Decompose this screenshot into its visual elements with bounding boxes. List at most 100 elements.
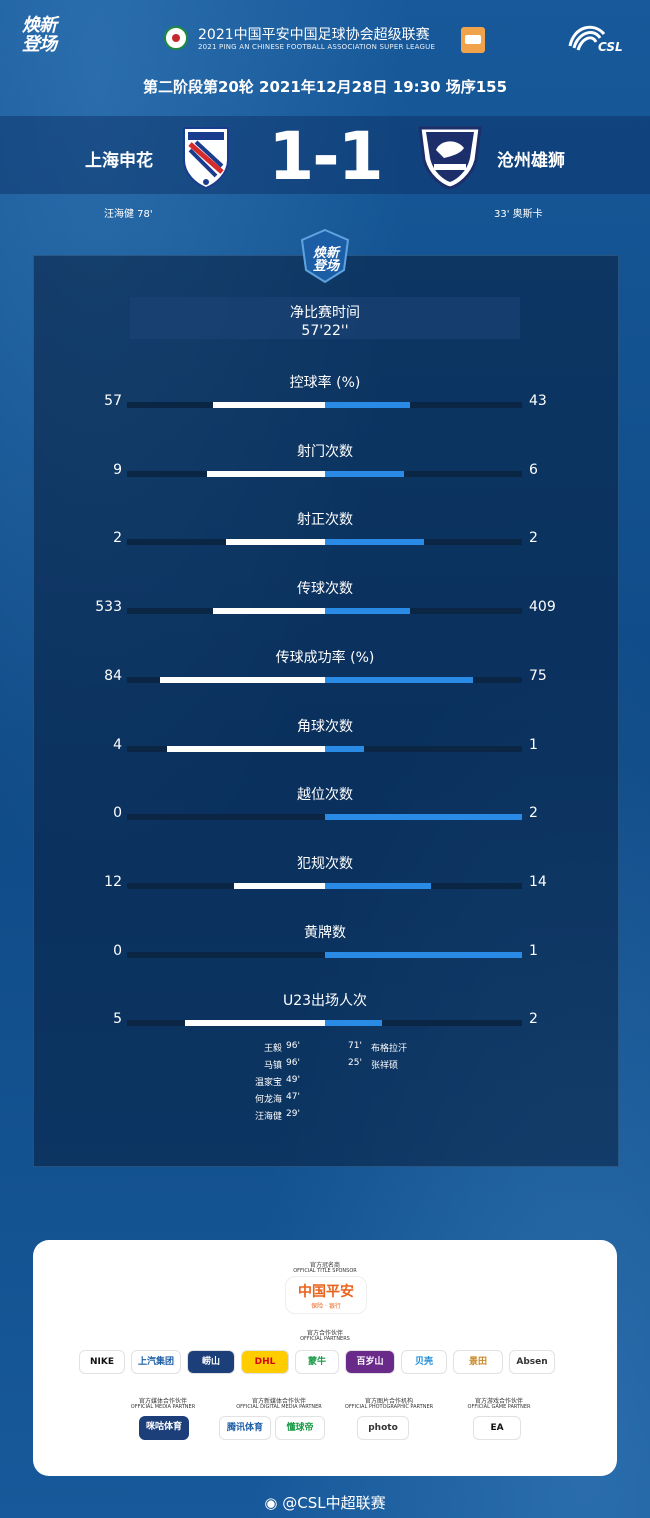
stat-away-value: 6 (529, 462, 538, 478)
partners-label-en: OFFICIAL PARTNERS (300, 1336, 350, 1342)
csl-logo-text: CSL (598, 40, 623, 54)
stat-away-value: 1 (529, 737, 538, 753)
stat-bar-away (325, 746, 364, 752)
u23-away-minutes: 25' (348, 1058, 362, 1068)
stat-bar-away (325, 883, 431, 889)
photo-label: 官方图片合作机构 (364, 1398, 413, 1405)
u23-home-minutes: 96' (286, 1041, 300, 1051)
stat-label: 越位次数 (297, 787, 353, 803)
stat-home-value: 9 (113, 462, 122, 478)
stat-bar-track (127, 952, 522, 958)
cangzhou-lions-crest-icon (418, 126, 482, 190)
u23-home-minutes: 47' (286, 1092, 300, 1102)
stat-label: 传球成功率 (%) (275, 650, 375, 666)
partner-logo: 百岁山 (345, 1350, 395, 1374)
stat-home-value: 2 (113, 530, 122, 546)
stat-away-value: 1 (529, 943, 538, 959)
stat-away-value: 2 (529, 1011, 538, 1027)
stat-label: 黄牌数 (304, 925, 346, 941)
title-sponsor-sub: 保险 · 银行 (311, 1303, 341, 1310)
new-media-label: 官方新媒体合作伙伴 (251, 1398, 306, 1405)
weibo-icon: ◉ (264, 1494, 283, 1512)
title-sponsor-name: 中国平安 (298, 1284, 354, 1300)
shield-text: 焕新登场 (312, 246, 339, 274)
net-time-label: 净比赛时间 (290, 305, 360, 321)
stat-bar-home (234, 883, 325, 889)
title-sponsor-label-en: OFFICIAL TITLE SPONSOR (293, 1268, 357, 1274)
partner-logo: 上汽集团 (131, 1350, 181, 1374)
stat-bar-home (213, 402, 325, 408)
stat-label: 控球率 (%) (289, 375, 361, 391)
stat-label: U23出场人次 (282, 993, 368, 1009)
net-time-box: 净比赛时间 57'22'' (130, 297, 520, 339)
photo-partner-logo: photo (357, 1416, 409, 1440)
u23-home-minutes: 96' (286, 1058, 300, 1068)
photo-label-en: OFFICIAL PHOTOGRAPHIC PARTNER (344, 1404, 434, 1410)
stat-away-value: 2 (529, 805, 538, 821)
ping-an-badge-icon (461, 27, 485, 53)
partner-logo: 贝壳 (401, 1350, 447, 1374)
stat-bar-track (127, 883, 522, 889)
title-sponsor-logo: 中国平安 保险 · 银行 (285, 1276, 367, 1314)
stat-bar-away (325, 677, 473, 683)
stat-bar-track (127, 677, 522, 683)
stat-bar-home (226, 539, 325, 545)
stat-home-value: 5 (113, 1011, 122, 1027)
stat-bar-home (167, 746, 325, 752)
stat-label: 传球次数 (297, 581, 353, 597)
u23-away-player: 布格拉汗 (371, 1044, 408, 1054)
stat-bar-away (325, 471, 404, 477)
away-team-name: 沧州雄狮 (497, 151, 565, 171)
league-title-en: 2021 PING AN CHINESE FOOTBALL ASSOCIATIO… (198, 43, 436, 51)
u23-home-minutes: 49' (286, 1075, 300, 1085)
game-label-en: OFFICIAL GAME PARTNER (467, 1404, 531, 1410)
csl-logo-icon (568, 25, 606, 51)
media-label-en: OFFICIAL MEDIA PARTNER (130, 1404, 196, 1410)
tencent-sports-logo: 腾讯体育 (219, 1416, 271, 1440)
stat-label: 射门次数 (297, 444, 353, 460)
stat-bar-track (127, 1020, 522, 1026)
stat-home-value: 84 (104, 668, 122, 684)
u23-home-player: 温家宝 (254, 1078, 282, 1088)
stat-bar-track (127, 539, 522, 545)
partner-logo: 景田 (453, 1350, 503, 1374)
partner-logo: DHL (241, 1350, 289, 1374)
sponsor-card: 官方冠名商 OFFICIAL TITLE SPONSOR 中国平安 保险 · 银… (33, 1240, 617, 1476)
partner-logo: 蒙牛 (295, 1350, 339, 1374)
stat-label: 犯规次数 (297, 856, 353, 872)
stat-bar-home (207, 471, 325, 477)
stat-away-value: 409 (529, 599, 556, 615)
ea-logo: EA (473, 1416, 521, 1440)
u23-home-player: 何龙海 (254, 1095, 282, 1105)
stat-away-value: 2 (529, 530, 538, 546)
match-band (0, 116, 650, 194)
u23-home-player: 马镇 (263, 1061, 282, 1071)
u23-away-player: 张祥硕 (371, 1061, 399, 1071)
cfa-badge-icon (164, 26, 188, 50)
partner-logo: NIKE (79, 1350, 125, 1374)
partner-logo: Absen (509, 1350, 555, 1374)
stat-bar-away (325, 402, 410, 408)
stat-away-value: 43 (529, 393, 547, 409)
stat-bar-away (325, 952, 522, 958)
stat-bar-track (127, 402, 522, 408)
stat-bar-home (213, 608, 325, 614)
stat-bar-away (325, 539, 424, 545)
stat-home-value: 57 (104, 393, 122, 409)
media-label: 官方媒体合作伙伴 (138, 1398, 187, 1405)
u23-home-minutes: 29' (286, 1109, 300, 1119)
away-scorer: 33' 奥斯卡 (494, 209, 543, 220)
round-info: 第二阶段第20轮 2021年12月28日 19:30 场序155 (142, 78, 508, 96)
stat-bar-track (127, 814, 522, 820)
score: 1-1 (268, 118, 383, 195)
league-title: 2021中国平安中国足球协会超级联赛 (198, 27, 430, 43)
stat-home-value: 533 (95, 599, 122, 615)
u23-home-player: 汪海健 (254, 1112, 282, 1122)
stat-bar-away (325, 1020, 382, 1026)
stat-away-value: 14 (529, 874, 547, 890)
title-sponsor-label: 官方冠名商 (309, 1262, 340, 1269)
stat-home-value: 12 (104, 874, 122, 890)
weibo-handle: ◉ @CSL中超联赛 (0, 1492, 650, 1513)
game-label: 官方游戏合作伙伴 (474, 1398, 523, 1405)
stat-home-value: 4 (113, 737, 122, 753)
